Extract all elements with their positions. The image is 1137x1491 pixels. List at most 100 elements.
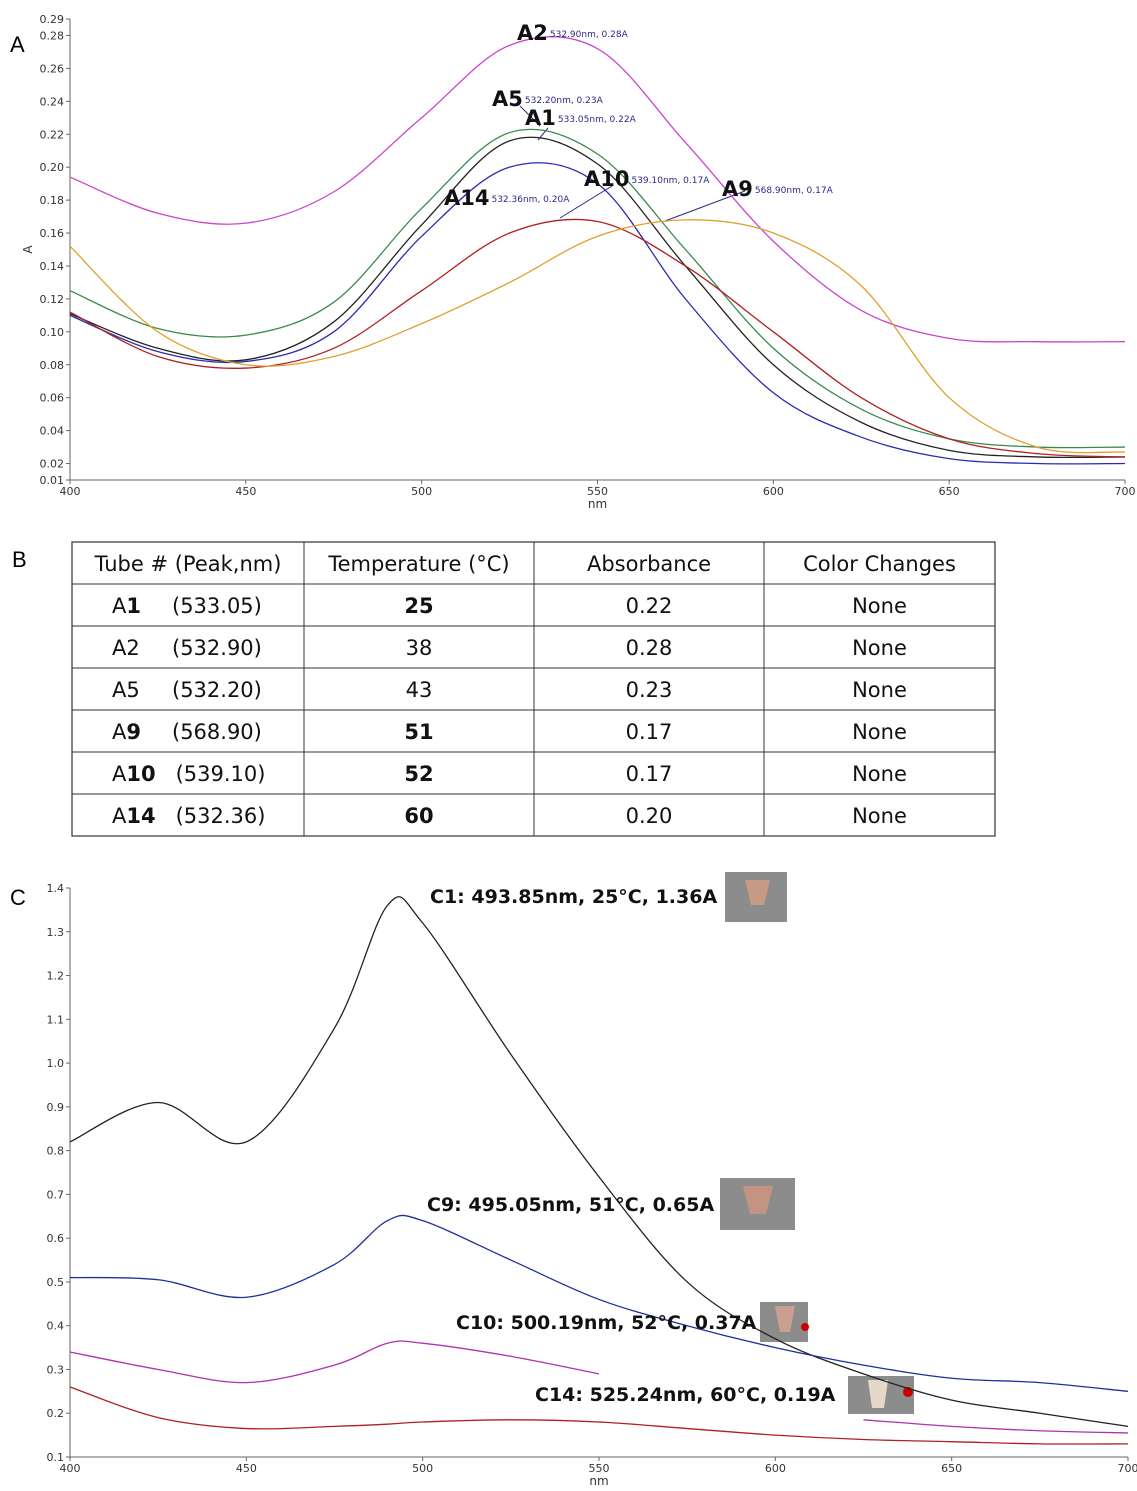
annotation-text: 533.05nm, 0.22A [558,115,637,125]
panel-label: A [10,32,25,57]
x-tick-label: 700 [1118,1462,1137,1475]
absorbance-cell: 0.22 [626,594,673,618]
x-tick-label: 600 [765,1462,786,1475]
annotation-label: A10 [584,167,629,191]
header-cell: Temperature (°C) [327,552,509,576]
header-cell: Color Changes [803,552,956,576]
annotation-label: A9 [722,177,753,201]
annotation: C1: 493.85nm, 25°C, 1.36A [430,886,717,908]
y-tick-label: 0.22 [40,128,65,141]
header-cell: Tube # (Peak,nm) [94,552,282,576]
color-change-cell: None [852,678,907,702]
peak-cell: (539.10) [176,762,266,786]
x-axis-label: nm [589,1474,608,1488]
annotation-label: A14 [444,186,489,210]
annotation-label: A2 [517,21,548,45]
peak-cell: (568.90) [172,720,262,744]
y-tick-label: 0.20 [40,161,65,174]
y-tick-label: 0.7 [47,1188,65,1201]
y-tick-label: 0.8 [47,1145,65,1158]
y-tick-label: 0.06 [40,392,65,405]
tube-prefix: A [112,678,127,702]
tube-cell: A1 [112,594,141,618]
thumbnail-dot [801,1323,809,1331]
tube-prefix: A [112,636,127,660]
annotation: C9: 495.05nm, 51°C, 0.65A [427,1194,714,1216]
background [0,0,1137,1491]
peak-cell: (532.36) [176,804,266,828]
x-tick-label: 650 [939,485,960,498]
temperature-cell: 25 [404,594,433,618]
annotation-text: 568.90nm, 0.17A [755,186,834,196]
tube-prefix: A [112,594,127,618]
tube-cell: A5 [112,678,140,702]
absorbance-cell: 0.28 [626,636,673,660]
y-tick-label: 0.3 [47,1363,65,1376]
y-tick-label: 0.4 [47,1320,65,1333]
peak-cell: (532.20) [172,678,262,702]
tube-prefix: A [112,804,127,828]
x-tick-label: 700 [1115,485,1136,498]
y-tick-label: 0.2 [47,1407,65,1420]
y-tick-label: 0.29 [40,13,65,26]
tube-number: 9 [126,720,141,744]
panel-label: B [12,547,27,572]
tube-prefix: A [112,720,127,744]
y-tick-label: 0.02 [40,458,65,471]
annotation-label: A5 [492,87,523,111]
y-tick-label: 0.24 [40,95,65,108]
absorbance-cell: 0.17 [626,720,673,744]
y-tick-label: 1.0 [47,1057,65,1070]
tube-cell: A9 [112,720,141,744]
temperature-cell: 60 [404,804,433,828]
annotation-text: 532.36nm, 0.20A [491,195,570,205]
color-change-cell: None [852,804,907,828]
tube-prefix: A [112,762,127,786]
y-tick-label: 0.16 [40,227,65,240]
y-axis-label: A [21,245,35,254]
absorbance-cell: 0.23 [626,678,673,702]
absorbance-cell: 0.17 [626,762,673,786]
color-change-cell: None [852,594,907,618]
y-tick-label: 0.10 [40,326,65,339]
annotation-text: 539.10nm, 0.17A [631,176,710,186]
tube-cell: A14 [112,804,156,828]
y-tick-label: 0.04 [40,425,65,438]
peak-cell: (532.90) [172,636,262,660]
x-axis-label: nm [588,497,607,511]
tube-number: 2 [126,636,139,660]
temperature-cell: 52 [404,762,433,786]
x-tick-label: 500 [411,485,432,498]
x-tick-label: 400 [60,485,81,498]
y-tick-label: 0.26 [40,62,65,75]
annotation-text: 532.90nm, 0.28A [550,30,629,40]
header-cell: Absorbance [587,552,711,576]
x-tick-label: 650 [941,1462,962,1475]
y-tick-label: 1.4 [47,882,65,895]
y-tick-label: 0.12 [40,293,65,306]
temperature-cell: 38 [406,636,433,660]
color-change-cell: None [852,636,907,660]
y-tick-label: 0.28 [40,29,65,42]
tube-number: 1 [126,594,141,618]
y-tick-label: 1.2 [47,970,65,983]
tube-number: 5 [126,678,139,702]
panel-label: C [10,885,26,910]
annotation: C14: 525.24nm, 60°C, 0.19A [535,1384,836,1406]
color-change-cell: None [852,762,907,786]
y-tick-label: 0.08 [40,359,65,372]
y-tick-label: 0.5 [47,1276,65,1289]
peak-cell: (533.05) [172,594,262,618]
tube-number: 14 [126,804,155,828]
tube-cell: A10 [112,762,156,786]
y-tick-label: 0.14 [40,260,65,273]
annotation-text: 532.20nm, 0.23A [525,96,604,106]
y-tick-label: 0.18 [40,194,65,207]
x-tick-label: 450 [236,1462,257,1475]
x-tick-label: 400 [60,1462,81,1475]
annotation-label: A1 [525,106,556,130]
figure: A B C 0.010.020.040.060.080.100.120.140.… [0,0,1137,1491]
color-change-cell: None [852,720,907,744]
x-tick-label: 600 [763,485,784,498]
y-tick-label: 1.1 [47,1013,65,1026]
